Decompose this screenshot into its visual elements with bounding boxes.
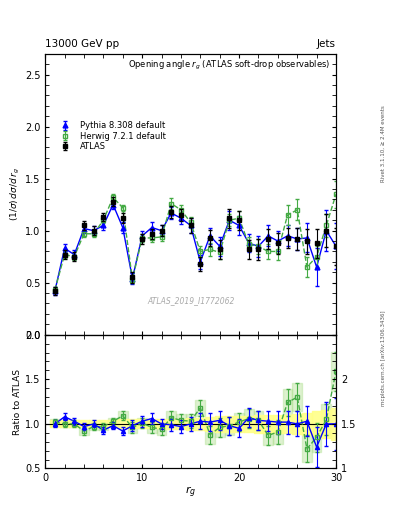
Text: ATLAS_2019_I1772062: ATLAS_2019_I1772062 — [147, 296, 234, 306]
Text: 13000 GeV pp: 13000 GeV pp — [45, 38, 119, 49]
Text: mcplots.cern.ch [arXiv:1306.3436]: mcplots.cern.ch [arXiv:1306.3436] — [381, 311, 386, 406]
Text: Jets: Jets — [317, 38, 336, 49]
Text: Opening angle $r_g$ (ATLAS soft-drop observables): Opening angle $r_g$ (ATLAS soft-drop obs… — [128, 59, 330, 73]
X-axis label: $r_g$: $r_g$ — [185, 485, 196, 500]
Text: Rivet 3.1.10, ≥ 2.4M events: Rivet 3.1.10, ≥ 2.4M events — [381, 105, 386, 182]
Y-axis label: Ratio to ATLAS: Ratio to ATLAS — [13, 369, 22, 435]
Legend: Pythia 8.308 default, Herwig 7.2.1 default, ATLAS: Pythia 8.308 default, Herwig 7.2.1 defau… — [55, 120, 168, 153]
Y-axis label: $(1/\sigma)\,d\sigma/d\,r_{g}$: $(1/\sigma)\,d\sigma/d\,r_{g}$ — [9, 167, 22, 221]
